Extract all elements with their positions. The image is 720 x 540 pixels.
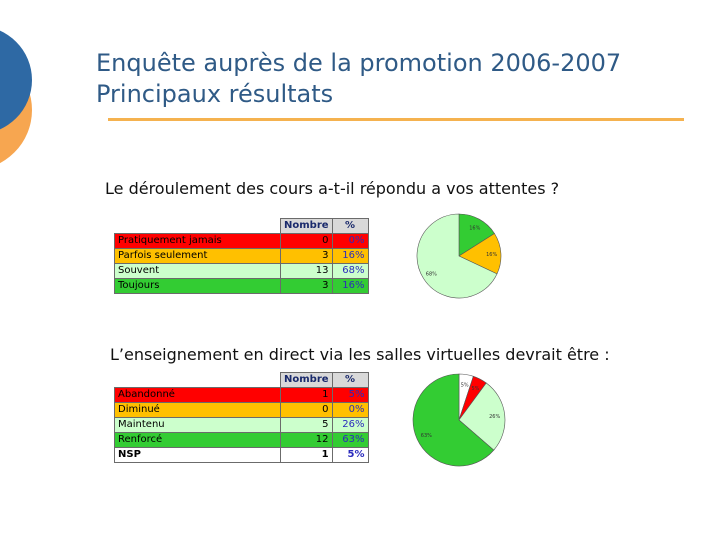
- row-percent: 16%: [331, 248, 369, 264]
- pie-slice: [412, 373, 495, 467]
- pie-slice-label: 5%: [461, 383, 469, 389]
- table-row: Maintenu 5 26%: [114, 417, 369, 433]
- decorative-circles: [0, 30, 32, 164]
- row-count: 3: [280, 278, 333, 294]
- table-row: NSP 1 5%: [114, 447, 369, 463]
- row-percent: 0%: [331, 402, 369, 418]
- row-label: Parfois seulement: [114, 248, 281, 264]
- row-label: Renforcé: [114, 432, 281, 448]
- row-label: Pratiquement jamais: [114, 233, 281, 249]
- table-row: Abandonné 1 5%: [114, 387, 369, 403]
- pie-slice: [458, 382, 506, 451]
- q2-table: Nombre % Abandonné 1 5% Diminué 0 0% Mai…: [114, 372, 369, 463]
- row-percent: 26%: [331, 417, 369, 433]
- table-row: Toujours 3 16%: [114, 278, 369, 294]
- row-count: 12: [280, 432, 333, 448]
- header-blank: [114, 372, 281, 388]
- pie-slice-label: 16%: [486, 252, 497, 258]
- row-percent: 16%: [331, 278, 369, 294]
- question-2: L’enseignement en direct via les salles …: [110, 345, 610, 364]
- row-percent: 68%: [331, 263, 369, 279]
- pie-slice-label: 63%: [421, 433, 432, 439]
- table-row: Pratiquement jamais 0 0%: [114, 233, 369, 249]
- row-count: 5: [280, 417, 333, 433]
- q1-pie-chart: 16% 16% 68%: [416, 213, 502, 299]
- table-row: Parfois seulement 3 16%: [114, 248, 369, 264]
- row-count: 13: [280, 263, 333, 279]
- row-label: Abandonné: [114, 387, 281, 403]
- header-count: Nombre: [280, 372, 333, 388]
- row-label: NSP: [114, 447, 281, 463]
- q2-header-row: Nombre %: [114, 372, 369, 388]
- blue-circle: [0, 30, 32, 130]
- question-1: Le déroulement des cours a-t-il répondu …: [105, 179, 560, 198]
- q2-pie-chart: 5%5% 26% 63%: [412, 373, 506, 467]
- pie-slice: [416, 213, 498, 299]
- row-count: 1: [280, 447, 333, 463]
- row-percent: 63%: [331, 432, 369, 448]
- pie-slice-label: 26%: [489, 414, 500, 420]
- title-line-1: Enquête auprès de la promotion 2006-2007: [96, 49, 622, 77]
- row-percent: 0%: [331, 233, 369, 249]
- q1-table: Nombre % Pratiquement jamais 0 0% Parfoi…: [114, 218, 369, 294]
- row-count: 0: [280, 402, 333, 418]
- header-blank: [114, 218, 281, 234]
- page-title: Enquête auprès de la promotion 2006-2007…: [96, 48, 621, 110]
- row-percent: 5%: [331, 447, 369, 463]
- row-count: 1: [280, 387, 333, 403]
- table-row: Renforcé 12 63%: [114, 432, 369, 448]
- header-percent: %: [331, 218, 369, 234]
- row-label: Maintenu: [114, 417, 281, 433]
- row-count: 0: [280, 233, 333, 249]
- row-label: Souvent: [114, 263, 281, 279]
- q1-header-row: Nombre %: [114, 218, 369, 234]
- row-percent: 5%: [331, 387, 369, 403]
- title-underline: [108, 118, 684, 121]
- pie-slice-label: 68%: [426, 272, 437, 278]
- header-percent: %: [331, 372, 369, 388]
- header-count: Nombre: [280, 218, 333, 234]
- table-row: Souvent 13 68%: [114, 263, 369, 279]
- table-row: Diminué 0 0%: [114, 402, 369, 418]
- row-count: 3: [280, 248, 333, 264]
- title-line-2: Principaux résultats: [96, 80, 334, 108]
- pie-slice-label: 5%: [471, 386, 479, 392]
- row-label: Toujours: [114, 278, 281, 294]
- pie-slice-label: 16%: [469, 225, 480, 231]
- row-label: Diminué: [114, 402, 281, 418]
